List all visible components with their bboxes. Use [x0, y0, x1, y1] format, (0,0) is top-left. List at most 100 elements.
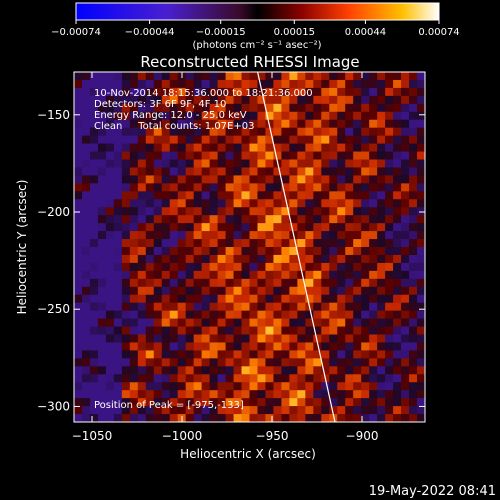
colorbar-tick-label: −0.00015	[196, 27, 246, 38]
heatmap-cell	[305, 175, 314, 184]
heatmap-cell	[89, 398, 99, 407]
heatmap-cell	[74, 254, 83, 264]
heatmap-cell	[129, 103, 139, 113]
heatmap-cell	[305, 87, 314, 97]
heatmap-cell	[329, 270, 338, 280]
heatmap-cell	[257, 278, 267, 288]
heatmap-cell	[297, 167, 306, 176]
heatmap-cell	[329, 175, 338, 184]
heatmap-cell	[409, 382, 418, 391]
heatmap-cell	[337, 175, 346, 184]
heatmap-cell	[225, 406, 235, 415]
heatmap-cell	[289, 127, 298, 137]
heatmap-cell	[161, 191, 171, 200]
heatmap-cell	[241, 390, 251, 399]
heatmap-cell	[409, 302, 418, 312]
heatmap-cell	[393, 183, 402, 192]
heatmap-cell	[297, 87, 306, 97]
heatmap-cell	[169, 270, 179, 280]
heatmap-cell	[161, 159, 171, 169]
heatmap-cell	[89, 223, 99, 232]
heatmap-cell	[177, 374, 187, 383]
heatmap-cell	[273, 358, 283, 367]
heatmap-cell	[313, 135, 322, 145]
heatmap-cell	[177, 119, 187, 129]
heatmap-cell	[105, 239, 115, 248]
heatmap-cell	[289, 111, 298, 121]
heatmap-cell	[105, 87, 115, 97]
heatmap-cell	[145, 111, 155, 121]
heatmap-cell	[281, 175, 290, 184]
heatmap-cell	[281, 223, 290, 232]
heatmap-cell	[369, 366, 378, 375]
x-axis-label: Heliocentric X (arcsec)	[180, 447, 316, 461]
heatmap-cell	[74, 390, 83, 399]
heatmap-cell	[257, 342, 267, 351]
heatmap-cell	[89, 135, 99, 145]
heatmap-cell	[329, 326, 338, 336]
heatmap-cell	[297, 294, 306, 304]
heatmap-cell	[281, 183, 290, 192]
heatmap-cell	[161, 254, 171, 264]
heatmap-cell	[241, 254, 251, 264]
heatmap-cell	[153, 95, 163, 105]
heatmap-cell	[361, 278, 370, 288]
heatmap-cell	[265, 159, 275, 169]
heatmap-cell	[193, 111, 203, 121]
heatmap-cell	[185, 326, 195, 336]
heatmap-cell	[369, 159, 378, 169]
heatmap-cell	[393, 111, 402, 121]
heatmap-cell	[369, 87, 378, 97]
heatmap-cell	[193, 143, 203, 153]
heatmap-cell	[121, 350, 131, 359]
heatmap-cell	[161, 262, 171, 272]
heatmap-cell	[305, 334, 314, 344]
heatmap-cell	[177, 183, 187, 192]
heatmap-cell	[193, 183, 203, 192]
heatmap-cell	[129, 223, 139, 232]
heatmap-cell	[401, 278, 410, 288]
heatmap-cell	[113, 294, 123, 304]
heatmap-cell	[297, 72, 306, 81]
heatmap-cell	[385, 310, 394, 320]
heatmap-cell	[185, 72, 195, 81]
heatmap-cell	[225, 318, 235, 328]
heatmap-cell	[217, 135, 227, 145]
heatmap-cell	[377, 95, 386, 105]
heatmap-cell	[201, 167, 211, 176]
heatmap-cell	[97, 119, 107, 129]
heatmap-cell	[345, 334, 354, 344]
heatmap-cell	[121, 366, 131, 375]
heatmap-cell	[145, 95, 155, 105]
heatmap-cell	[353, 302, 362, 312]
heatmap-cell	[97, 294, 107, 304]
heatmap-cell	[297, 159, 306, 169]
heatmap-cell	[313, 406, 322, 415]
heatmap-cell	[265, 79, 275, 89]
heatmap-cell	[321, 199, 330, 208]
heatmap-cell	[193, 87, 203, 97]
heatmap-cell	[193, 159, 203, 169]
heatmap-cell	[337, 350, 346, 359]
heatmap-cell	[129, 167, 139, 176]
heatmap-cell	[297, 326, 306, 336]
heatmap-cell	[217, 262, 227, 272]
heatmap-cell	[89, 278, 99, 288]
heatmap-cell	[281, 231, 290, 240]
heatmap-cell	[265, 135, 275, 145]
heatmap-cell	[137, 167, 147, 176]
heatmap-cell	[74, 103, 83, 113]
heatmap-cell	[401, 183, 410, 192]
heatmap-cell	[313, 318, 322, 328]
heatmap-cell	[313, 398, 322, 407]
heatmap-cell	[369, 374, 378, 383]
heatmap-cell	[393, 143, 402, 153]
heatmap-cell	[281, 119, 290, 129]
heatmap-cell	[273, 398, 283, 407]
heatmap-cell	[393, 159, 402, 169]
heatmap-cell	[369, 278, 378, 288]
heatmap-cell	[121, 239, 131, 248]
heatmap-cell	[305, 159, 314, 169]
heatmap-cell	[225, 366, 235, 375]
heatmap-cell	[289, 318, 298, 328]
